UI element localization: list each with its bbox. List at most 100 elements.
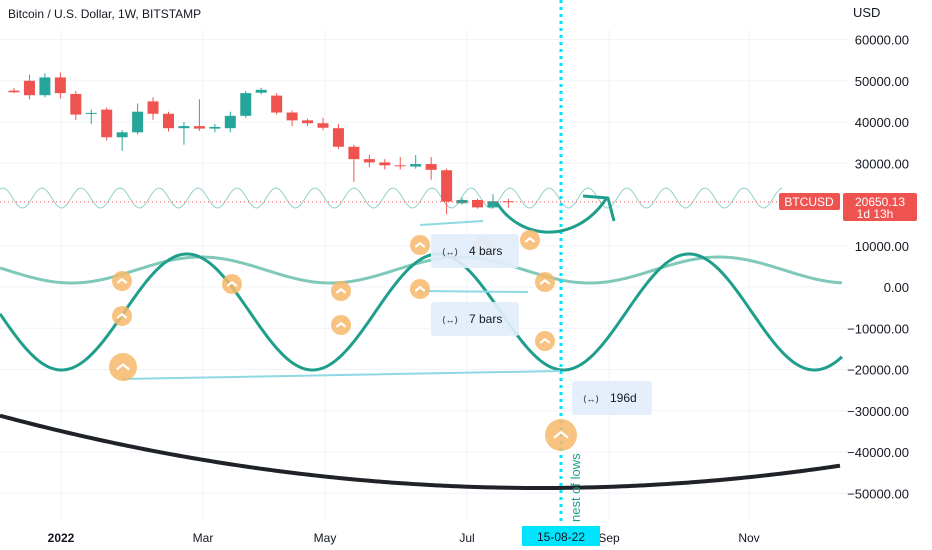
chevron-up-icon xyxy=(539,279,551,285)
candle-body xyxy=(85,112,97,114)
highlighted-date-badge[interactable]: 15-08-22 xyxy=(522,526,600,546)
measure-box-196d[interactable]: ⟨↔⟩ 196d xyxy=(572,381,652,415)
highlighted-date-label: 15-08-22 xyxy=(537,530,585,544)
time-axis[interactable]: 2022 Mar May Jul Sep Nov 15-08-22 xyxy=(48,526,760,546)
candle-body xyxy=(178,126,190,129)
candle[interactable] xyxy=(147,97,159,120)
candle-body xyxy=(394,165,406,167)
trend-line[interactable] xyxy=(121,370,561,380)
candle-body xyxy=(209,126,221,129)
marker-circle xyxy=(331,281,351,301)
candle-body xyxy=(379,162,391,166)
candle[interactable] xyxy=(224,111,236,133)
candle[interactable] xyxy=(456,197,468,205)
marker-circle xyxy=(112,306,132,326)
low-marker[interactable] xyxy=(535,272,555,292)
drawing-overlays[interactable]: ⟨↔⟩ 4 bars ⟨↔⟩ 7 bars ⟨↔⟩ 196d nest of lows xyxy=(0,0,778,522)
low-marker[interactable] xyxy=(331,281,351,301)
candles[interactable] xyxy=(8,72,514,215)
trend-line[interactable] xyxy=(419,290,529,293)
marker-circle xyxy=(331,315,351,335)
low-marker[interactable] xyxy=(410,235,430,255)
x-tick-label: 2022 xyxy=(48,531,75,545)
candle[interactable] xyxy=(332,124,344,149)
candle[interactable] xyxy=(502,198,514,208)
y-tick-label: 40000.00 xyxy=(855,115,909,130)
measure-box-7-bars[interactable]: ⟨↔⟩ 7 bars xyxy=(431,302,519,336)
chevron-up-icon xyxy=(414,242,426,248)
candle[interactable] xyxy=(286,110,298,127)
candle[interactable] xyxy=(85,109,97,125)
candle[interactable] xyxy=(441,168,453,215)
candle[interactable] xyxy=(116,130,128,151)
chevron-up-icon xyxy=(226,281,238,287)
candle-body xyxy=(363,159,375,163)
candle-body xyxy=(39,77,51,96)
low-marker-large[interactable] xyxy=(109,353,137,381)
low-marker[interactable] xyxy=(331,315,351,335)
candle[interactable] xyxy=(209,124,221,133)
candle[interactable] xyxy=(317,117,329,131)
candle[interactable] xyxy=(132,103,144,135)
candle[interactable] xyxy=(163,111,174,132)
candle-body xyxy=(240,93,252,116)
low-marker[interactable] xyxy=(112,271,132,291)
candle[interactable] xyxy=(70,91,82,120)
low-marker[interactable] xyxy=(410,279,430,299)
chevron-up-icon xyxy=(524,237,536,243)
candle[interactable] xyxy=(271,93,283,115)
projection-arrow-head[interactable] xyxy=(582,194,616,222)
candle-body xyxy=(425,164,437,170)
candle[interactable] xyxy=(101,107,113,141)
candle[interactable] xyxy=(302,118,314,127)
chart-title: Bitcoin / U.S. Dollar, 1W, BITSTAMP xyxy=(8,7,202,21)
price-axis[interactable]: USD 60000.00 50000.00 40000.00 30000.00 10000… xyxy=(779,5,917,501)
candle[interactable] xyxy=(178,122,190,145)
candle-body xyxy=(271,95,283,113)
candle-body xyxy=(54,77,66,94)
y-tick-label: 30000.00 xyxy=(855,156,909,171)
candle[interactable] xyxy=(23,74,35,100)
symbol-label: BTCUSD xyxy=(784,195,834,209)
measure-box-4-bars[interactable]: ⟨↔⟩ 4 bars xyxy=(431,234,519,268)
candle[interactable] xyxy=(8,88,20,94)
low-marker-large[interactable] xyxy=(545,419,577,451)
candle[interactable] xyxy=(363,155,375,168)
y-tick-label: −20000.00 xyxy=(847,363,909,378)
trend-line[interactable] xyxy=(419,220,484,226)
candle[interactable] xyxy=(39,73,51,98)
candle-body xyxy=(255,89,267,93)
low-marker[interactable] xyxy=(535,331,555,351)
marker-circle xyxy=(545,419,577,451)
candle-body xyxy=(70,93,82,115)
candle[interactable] xyxy=(410,155,422,169)
x-tick-label: Nov xyxy=(738,531,759,545)
annotation-text: nest of lows xyxy=(568,453,583,522)
candle[interactable] xyxy=(379,159,391,170)
candle[interactable] xyxy=(425,157,437,180)
low-marker[interactable] xyxy=(112,306,132,326)
candle-body xyxy=(101,109,113,138)
candle[interactable] xyxy=(394,157,406,170)
y-tick-label: −40000.00 xyxy=(847,445,909,460)
long-cycle-curve xyxy=(0,413,841,490)
x-tick-label: Sep xyxy=(598,531,620,545)
candle[interactable] xyxy=(255,87,267,95)
projection-arrow[interactable] xyxy=(495,198,608,234)
candle[interactable] xyxy=(240,91,252,118)
candle[interactable] xyxy=(193,99,205,132)
small-cycle-wave xyxy=(0,187,783,209)
low-marker[interactable] xyxy=(520,230,540,250)
candle[interactable] xyxy=(54,72,66,99)
chevron-up-icon xyxy=(335,288,347,294)
y-tick-label: −10000.00 xyxy=(847,321,909,336)
measure-icon: ⟨↔⟩ xyxy=(583,394,599,404)
candle[interactable] xyxy=(472,198,483,209)
low-marker[interactable] xyxy=(222,274,242,294)
marker-circle xyxy=(109,353,137,381)
chevron-up-icon xyxy=(116,313,128,319)
candle[interactable] xyxy=(348,144,360,182)
